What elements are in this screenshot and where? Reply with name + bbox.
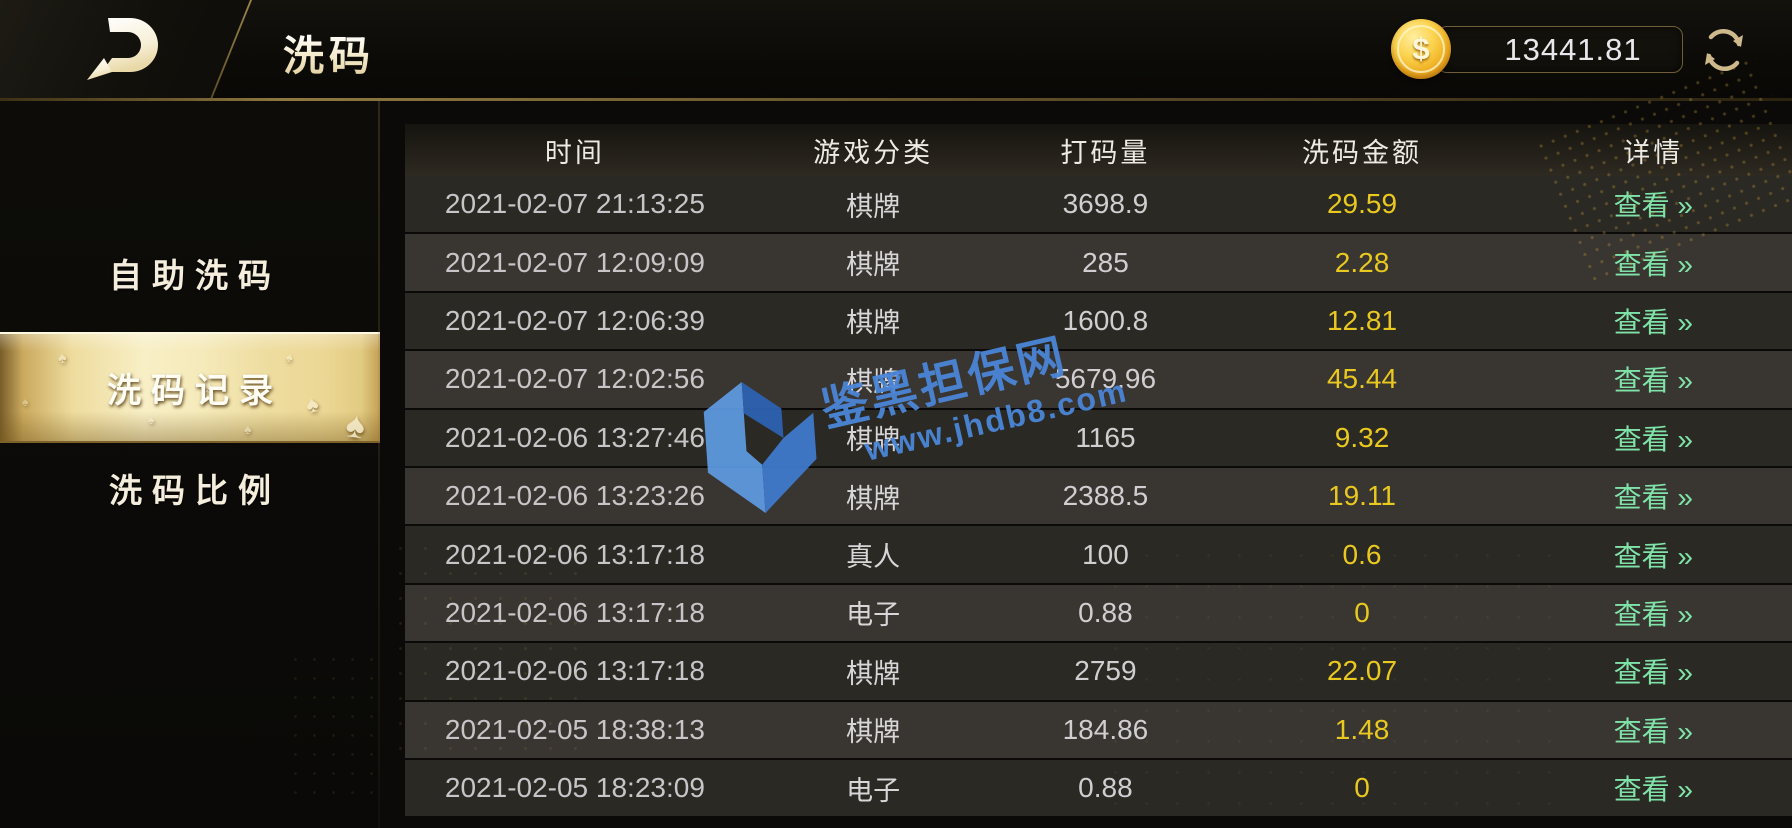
spade-icon: ♠ xyxy=(284,349,305,368)
refresh-icon[interactable] xyxy=(1697,23,1751,77)
column-header-rebate: 洗码金额 xyxy=(1302,137,1423,168)
view-detail-link[interactable]: 查看 » xyxy=(1613,774,1693,806)
spade-icon: ♠ xyxy=(303,387,331,419)
app-logo-icon[interactable] xyxy=(84,12,158,86)
view-detail-link[interactable]: 查看 » xyxy=(1613,306,1693,338)
sidebar-item-label: 自助洗码 xyxy=(109,257,281,294)
table-header: 时间 游戏分类 打码量 洗码金额 详情 xyxy=(405,124,1792,176)
cell-wager: 0.88 xyxy=(1078,772,1133,804)
view-detail-link[interactable]: 查看 » xyxy=(1613,365,1693,397)
page-title: 洗码 xyxy=(283,22,375,82)
column-header-category: 游戏分类 xyxy=(813,137,934,168)
table-row: 2021-02-06 13:17:18 电子 0.88 0 查看 » xyxy=(405,584,1792,642)
cell-wager: 100 xyxy=(1082,538,1129,570)
sidebar-item-label: 洗码记录 xyxy=(107,372,283,410)
cell-wager: 2759 xyxy=(1074,655,1137,687)
view-detail-link[interactable]: 查看 » xyxy=(1613,423,1693,455)
top-bar: 洗码 13441.81 $ xyxy=(0,0,1792,101)
view-detail-link[interactable]: 查看 » xyxy=(1613,190,1693,222)
spade-icon: ♠ xyxy=(244,421,262,437)
view-detail-link[interactable]: 查看 » xyxy=(1613,657,1693,689)
table-row: 2021-02-06 13:27:46 棋牌 1165 9.32 查看 » xyxy=(405,409,1792,466)
cell-rebate: 2.28 xyxy=(1334,246,1390,278)
cell-rebate: 19.11 xyxy=(1328,480,1397,512)
view-detail-link[interactable]: 查看 » xyxy=(1613,598,1693,630)
cell-rebate: 22.07 xyxy=(1326,655,1398,687)
cell-category: 棋牌 xyxy=(846,717,901,748)
balance-field: 13441.81 xyxy=(1437,26,1683,73)
table-row: 2021-02-07 21:13:25 棋牌 3698.9 29.59 查看 » xyxy=(405,176,1792,233)
column-header-wager: 打码量 xyxy=(1060,137,1151,168)
cell-category: 棋牌 xyxy=(846,191,901,222)
cell-category: 棋牌 xyxy=(846,483,901,514)
table-row: 2021-02-05 18:38:13 棋牌 184.86 1.48 查看 » xyxy=(405,701,1792,758)
table-row: 2021-02-07 12:06:39 棋牌 1600.8 12.81 查看 » xyxy=(405,292,1792,350)
cell-time: 2021-02-07 12:02:56 xyxy=(444,363,705,395)
table-row: 2021-02-06 13:17:18 真人 100 0.6 查看 » xyxy=(405,526,1792,583)
table-row: 2021-02-07 12:02:56 棋牌 5679.96 45.44 查看 … xyxy=(405,351,1792,408)
cell-time: 2021-02-05 18:23:09 xyxy=(444,772,705,804)
balance-value: 13441.81 xyxy=(1504,31,1642,67)
spade-icon: ♠ xyxy=(56,347,78,368)
cell-category: 电子 xyxy=(846,775,901,806)
column-header-detail: 详情 xyxy=(1623,137,1684,168)
cell-rebate: 29.59 xyxy=(1326,188,1398,220)
cell-category: 棋牌 xyxy=(846,250,901,281)
view-detail-link[interactable]: 查看 » xyxy=(1613,540,1693,572)
view-detail-link[interactable]: 查看 » xyxy=(1613,482,1693,514)
cell-time: 2021-02-06 13:17:18 xyxy=(444,655,705,687)
cell-rebate: 12.81 xyxy=(1326,304,1398,336)
cell-wager: 1165 xyxy=(1075,421,1136,453)
sidebar: 自助洗码 ♠ ♠ ♠ ♠ ♠ ♠ ♠ ♠ 洗码记录 洗码比例 xyxy=(0,101,380,828)
cell-wager: 3698.9 xyxy=(1062,188,1149,220)
cell-time: 2021-02-07 21:13:25 xyxy=(444,188,705,220)
cell-category: 棋牌 xyxy=(846,658,901,689)
spade-icon: ♠ xyxy=(22,395,39,409)
cell-rebate: 9.32 xyxy=(1334,421,1390,453)
spade-icon: ♠ xyxy=(148,413,165,427)
logo-panel xyxy=(0,0,252,101)
cell-rebate: 1.48 xyxy=(1334,713,1390,745)
cell-time: 2021-02-07 12:09:09 xyxy=(444,246,705,278)
cell-time: 2021-02-05 18:38:13 xyxy=(444,713,705,745)
cell-time: 2021-02-06 13:17:18 xyxy=(444,596,705,628)
cell-wager: 5679.96 xyxy=(1054,363,1157,395)
view-detail-link[interactable]: 查看 » xyxy=(1613,715,1693,747)
cell-category: 真人 xyxy=(846,542,901,573)
cell-wager: 184.86 xyxy=(1062,713,1149,745)
spade-icon: ♠ xyxy=(343,403,378,443)
cell-wager: 2388.5 xyxy=(1062,480,1149,512)
cell-wager: 285 xyxy=(1082,246,1129,278)
cell-rebate: 45.44 xyxy=(1326,363,1398,395)
cell-time: 2021-02-07 12:06:39 xyxy=(444,304,705,336)
coin-icon: $ xyxy=(1391,19,1451,79)
sidebar-item-rebate-records[interactable]: ♠ ♠ ♠ ♠ ♠ ♠ ♠ ♠ 洗码记录 xyxy=(0,332,380,443)
table-row: 2021-02-06 13:17:18 棋牌 2759 22.07 查看 » xyxy=(405,643,1792,700)
cell-wager: 0.88 xyxy=(1078,596,1133,628)
cell-time: 2021-02-06 13:27:46 xyxy=(444,421,705,453)
dollar-symbol: $ xyxy=(1412,31,1430,66)
table-row: 2021-02-05 18:23:09 电子 0.88 0 查看 » xyxy=(405,759,1792,817)
cell-rebate: 0 xyxy=(1354,596,1370,628)
cell-category: 电子 xyxy=(846,600,901,631)
table-row: 2021-02-06 13:23:26 棋牌 2388.5 19.11 查看 » xyxy=(405,467,1792,525)
cell-category: 棋牌 xyxy=(846,308,901,339)
cell-category: 棋牌 xyxy=(846,366,901,397)
cell-rebate: 0 xyxy=(1354,772,1370,804)
sidebar-item-rebate-ratio[interactable]: 洗码比例 xyxy=(0,455,380,521)
cell-time: 2021-02-06 13:23:26 xyxy=(444,480,705,512)
column-header-time: 时间 xyxy=(544,137,605,168)
cell-time: 2021-02-06 13:17:18 xyxy=(444,538,705,570)
table-row: 2021-02-07 12:09:09 棋牌 285 2.28 查看 » xyxy=(405,234,1792,291)
sidebar-item-self-rebate[interactable]: 自助洗码 xyxy=(0,240,380,306)
view-detail-link[interactable]: 查看 » xyxy=(1613,248,1693,280)
cell-category: 棋牌 xyxy=(846,425,901,456)
sidebar-item-label: 洗码比例 xyxy=(109,472,281,509)
rebate-records-table: 2021-02-07 21:13:25 棋牌 3698.9 29.59 查看 »… xyxy=(405,176,1792,818)
cell-wager: 1600.8 xyxy=(1062,304,1149,336)
cell-rebate: 0.6 xyxy=(1342,538,1382,570)
